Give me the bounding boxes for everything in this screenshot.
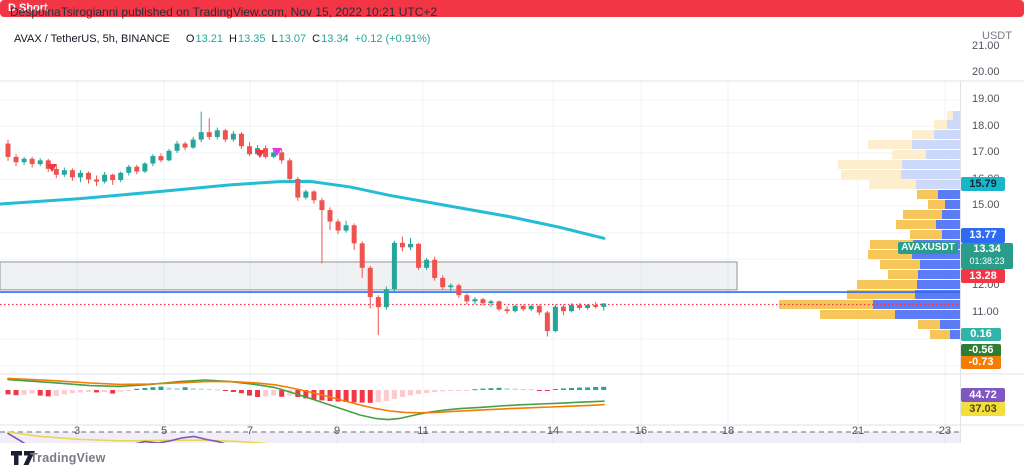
- macd-signal-chip: -0.73: [961, 356, 1001, 369]
- macd-histogram-chip: 0.16: [961, 328, 1001, 341]
- ohlc-close-value: 13.34: [321, 33, 349, 45]
- tradingview-logo-icon[interactable]: [10, 449, 36, 467]
- macd-histogram: [5, 386, 607, 403]
- last-price-value: 13.34: [973, 243, 1001, 255]
- ohlc-high-label: H: [229, 33, 237, 45]
- change-value: +0.12 (+0.91%): [354, 33, 431, 45]
- ohlc-low-label: L: [271, 33, 278, 45]
- last-price-chip: 13.34 01:38:23: [961, 243, 1013, 269]
- time-tick-label: 14: [546, 425, 560, 437]
- time-tick-label: 18: [721, 425, 735, 437]
- ma-price-chip: 15.79: [961, 177, 1005, 191]
- bar-countdown: 01:38:23: [969, 256, 1005, 266]
- price-tick-label: 19.00: [972, 92, 1000, 105]
- time-tick-label: 21: [851, 425, 865, 437]
- price-tick-label: 17.00: [972, 146, 1000, 159]
- tradingview-brand-text[interactable]: TradingView: [30, 451, 106, 465]
- byline: DespoinaTsirogianni published on Trading…: [10, 5, 438, 19]
- time-tick-label: 11: [417, 425, 429, 437]
- price-tick-label: 18.00: [972, 119, 1000, 132]
- ohlc-low-value: 13.07: [278, 33, 307, 45]
- ohlc-open-label: O: [185, 33, 195, 45]
- macd-line-chip: -0.56: [961, 344, 1001, 357]
- sell-signal-markers: [47, 148, 282, 172]
- time-tick-label: 3: [73, 425, 81, 437]
- price-axis-currency: USDT: [982, 30, 1012, 42]
- time-tick-label: 5: [160, 425, 168, 437]
- time-tick-label: 16: [634, 425, 648, 437]
- time-tick-label: 7: [246, 425, 254, 437]
- candles: [5, 111, 607, 337]
- time-axis[interactable]: 3 5 7 9 11 14 16 18 21 23: [0, 420, 960, 443]
- time-tick-label: 9: [333, 425, 341, 437]
- ohlc-open-value: 13.21: [195, 33, 223, 45]
- symbol-title: AVAX / TetherUS, 5h, BINANCE: [14, 33, 170, 45]
- macd-lines: [7, 377, 605, 421]
- symbol-tag-chip: AVAXUSDT: [898, 242, 958, 254]
- symbol-legend[interactable]: AVAX / TetherUS, 5h, BINANCE O13.21 H13.35…: [14, 33, 430, 45]
- price-tick-label: 11.00: [972, 305, 999, 318]
- volume-profile: [779, 111, 960, 339]
- ohlc-close-label: C: [312, 33, 321, 45]
- price-tick-label: 21.00: [972, 39, 1000, 52]
- alert-price-chip: 13.28: [961, 269, 1005, 283]
- d-short-annotation[interactable]: D Short: [0, 0, 1024, 17]
- price-tick-label: 15.00: [972, 199, 1000, 212]
- rsi-value-chip: 44.72: [961, 388, 1005, 402]
- chart-canvas[interactable]: [0, 27, 1024, 473]
- rsi-ma-chip: 37.03: [961, 402, 1005, 416]
- pane-separators: [0, 80, 1024, 473]
- chart-area[interactable]: [0, 27, 1024, 473]
- time-tick-label: 23: [938, 425, 952, 437]
- ray-price-chip: 13.77: [961, 228, 1005, 243]
- footer-bar: [0, 443, 1024, 473]
- price-tick-label: 20.00: [972, 66, 1000, 79]
- price-lines: [0, 291, 960, 306]
- ohlc-high-value: 13.35: [237, 33, 266, 45]
- moving-average-line: [0, 179, 606, 240]
